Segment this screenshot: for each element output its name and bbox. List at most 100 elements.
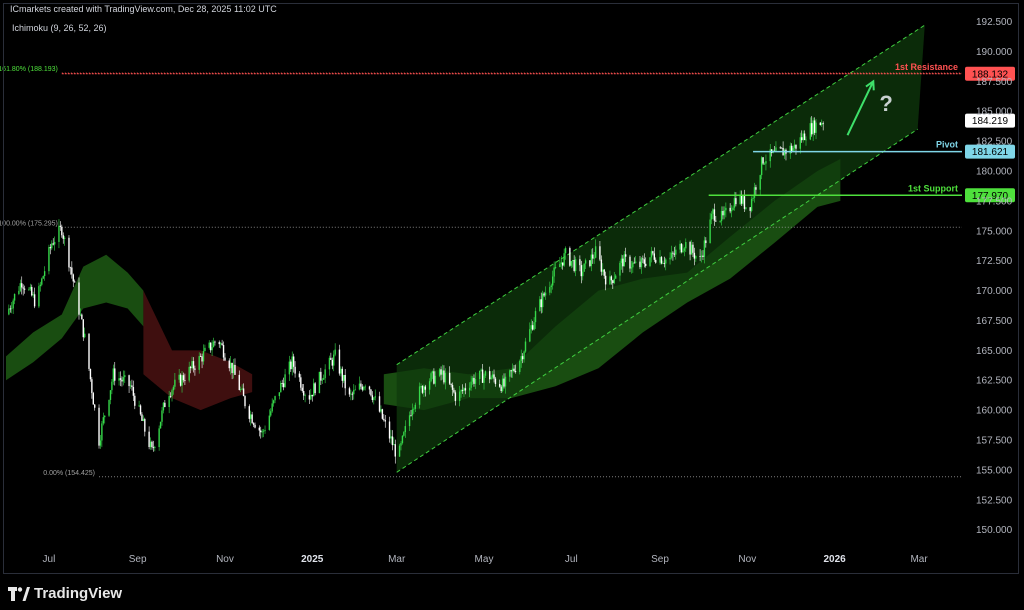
1st-support-label: 1st Support	[908, 183, 958, 193]
candle-body-137	[281, 382, 283, 384]
candle-body-373	[753, 187, 756, 198]
candle-body-356	[720, 211, 723, 222]
candle-body-270	[549, 287, 551, 293]
candle-body-318	[643, 259, 645, 264]
candle-body-340	[689, 242, 691, 255]
candle-body-275	[559, 264, 561, 268]
candle-body-138	[282, 383, 285, 388]
candle-body-244	[494, 378, 497, 385]
candle-body-396	[801, 137, 803, 141]
candle-body-374	[755, 187, 757, 190]
candle-body-361	[730, 210, 733, 212]
candle-body-252	[511, 368, 514, 372]
candle-body-277	[562, 262, 564, 266]
candle-body-309	[624, 254, 627, 257]
candle-body-133	[272, 400, 275, 404]
candle-body-237	[481, 369, 484, 383]
candle-body-24	[53, 241, 56, 245]
time-tick-6: Jul	[565, 554, 578, 565]
candle-body-27	[61, 226, 63, 236]
candle-body-368	[743, 196, 746, 209]
candle-body-212	[431, 371, 434, 374]
candle-body-128	[262, 430, 265, 432]
candle-body-61	[129, 385, 132, 387]
candle-body-171	[350, 393, 352, 395]
tradingview-brand[interactable]: TradingView	[8, 585, 122, 602]
candle-body-181	[370, 389, 372, 396]
fibonacci-layer: 161.80% (188.193) 100.00% (175.295) 0.00% …	[0, 66, 962, 478]
candle-body-38	[82, 319, 84, 338]
candle-body-83	[172, 386, 175, 391]
candle-body-331	[670, 252, 673, 258]
candle-body-240	[489, 371, 491, 380]
candle-body-302	[612, 280, 614, 284]
candle-body-86	[179, 374, 182, 386]
candle-body-269	[544, 292, 547, 296]
candle-body-205	[418, 386, 421, 405]
candle-body-358	[723, 210, 726, 216]
time-tick-1: Sep	[129, 554, 147, 565]
candle-body-283	[573, 260, 575, 271]
price-tick-15: 155.000	[976, 465, 1013, 476]
candle-body-115	[238, 374, 240, 391]
candle-body-304	[614, 275, 617, 279]
candle-body-82	[171, 390, 173, 397]
ichimoku-indicator-label[interactable]: Ichimoku (9, 26, 52, 26)	[12, 23, 107, 33]
candle-body-131	[270, 411, 272, 416]
candle-body-281	[570, 261, 572, 266]
candle-body-366	[740, 194, 743, 204]
candle-body-122	[251, 414, 253, 424]
candle-body-136	[280, 382, 282, 393]
candle-body-405	[819, 122, 822, 126]
candle-body-233	[473, 377, 475, 384]
candle-body-200	[408, 415, 411, 427]
candle-body-99	[204, 347, 206, 352]
candle-body-111	[229, 362, 232, 369]
candle-body-35	[78, 282, 80, 315]
candle-body-31	[69, 267, 72, 269]
last-price-value: 184.219	[972, 116, 1009, 127]
candle-body-282	[572, 260, 574, 262]
candle-body-123	[252, 423, 255, 425]
candle-body-1	[9, 308, 11, 310]
candle-body-120	[248, 406, 250, 419]
candle-body-305	[619, 262, 621, 276]
candle-body-230	[468, 387, 471, 391]
candle-body-69	[144, 419, 146, 432]
candle-body-273	[553, 267, 555, 277]
trend-channel-fill	[396, 25, 925, 473]
candle-body-121	[250, 414, 252, 419]
candle-body-298	[603, 269, 605, 276]
candle-body-264	[534, 311, 537, 323]
time-tick-4: Mar	[388, 554, 406, 565]
candle-body-372	[752, 197, 754, 199]
candle-body-135	[278, 392, 281, 397]
candle-body-50	[108, 399, 110, 416]
candle-body-339	[685, 242, 687, 249]
candle-body-254	[514, 370, 517, 373]
candle-body-242	[491, 374, 494, 378]
candle-body-124	[254, 424, 256, 428]
candle-body-219	[444, 372, 447, 383]
candle-body-364	[735, 198, 737, 205]
candle-body-141	[290, 361, 292, 370]
candle-body-310	[629, 256, 631, 269]
candle-body-2	[11, 308, 13, 310]
time-tick-9: 2026	[824, 554, 847, 565]
candle-body-369	[745, 207, 747, 209]
candle-body-221	[450, 383, 452, 385]
candle-body-385	[779, 147, 781, 149]
candle-body-394	[795, 144, 797, 149]
candle-body-12	[31, 286, 33, 296]
candle-body-77	[161, 410, 163, 422]
candle-body-80	[168, 396, 170, 408]
pivot-price-value: 181.621	[972, 147, 1009, 158]
candle-body-238	[483, 375, 485, 383]
candle-body-6	[19, 283, 22, 291]
candle-body-341	[690, 244, 693, 255]
candle-body-316	[640, 258, 643, 268]
candle-body-151	[310, 394, 312, 400]
trend-channel-layer	[396, 24, 926, 473]
candle-body-301	[610, 276, 613, 281]
